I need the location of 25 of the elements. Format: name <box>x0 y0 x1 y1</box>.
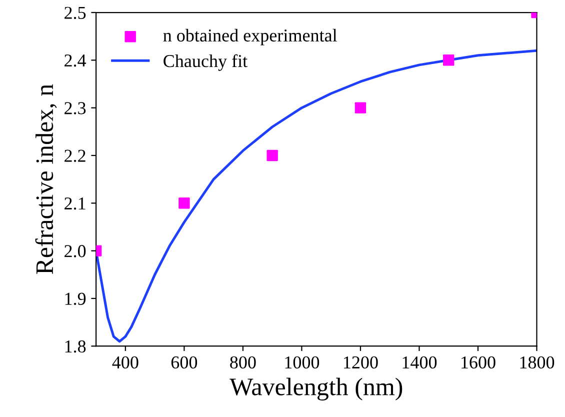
y-tick-label: 2.4 <box>64 54 86 67</box>
x-tick-label: 400 <box>112 356 138 369</box>
point <box>354 102 366 114</box>
line-series <box>96 49 537 343</box>
point <box>443 54 454 66</box>
legend-label: n obtained experimental <box>163 28 337 46</box>
x-tick-label: 1400 <box>402 356 437 369</box>
y-tick-label: 1.9 <box>65 292 86 305</box>
x-axis-title: Wavelength (nm) <box>230 378 402 401</box>
x-tick-label: 1000 <box>285 356 320 369</box>
y-axis-title: Refractive index, n <box>35 84 57 274</box>
legend-label: Chauchy fit <box>164 54 248 71</box>
y-tick-label: 2.0 <box>64 245 86 258</box>
y-tick-label: 1.8 <box>65 340 86 353</box>
y-tick-label: 2.3 <box>64 102 86 114</box>
x-tick-label: 1200 <box>344 356 378 369</box>
point <box>266 150 278 162</box>
x-tick-label: 1800 <box>520 356 554 369</box>
x-tick-label: 800 <box>230 356 256 369</box>
y-tick-label: 2.2 <box>64 150 86 162</box>
point <box>178 198 190 209</box>
y-tick-label: 2.1 <box>64 197 86 210</box>
x-tick-label: 1600 <box>462 356 496 369</box>
x-tick-label: 600 <box>171 356 198 369</box>
y-tick-label: 2.5 <box>64 6 86 20</box>
